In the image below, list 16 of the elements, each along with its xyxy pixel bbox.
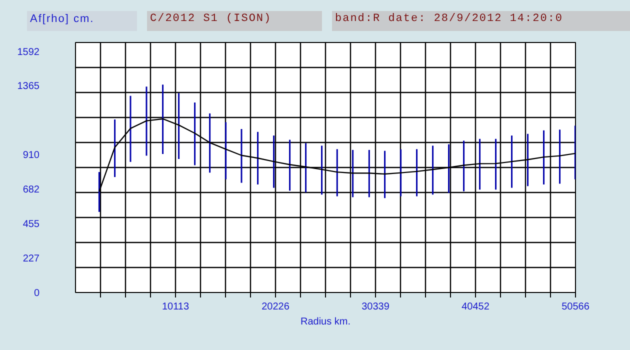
- x-tick-label: 10113: [162, 302, 190, 312]
- y-tick-label: 910: [22, 150, 40, 162]
- y-tick-label: 455: [22, 219, 40, 230]
- y-tick-label: 1365: [17, 81, 40, 92]
- chart-subtitle: band:R date: 28/9/2012 14:20:0: [335, 12, 564, 27]
- x-tick-label: 20226: [262, 302, 290, 312]
- x-tick-label: 40452: [462, 302, 490, 312]
- y-tick-label: 1592: [17, 46, 40, 58]
- y-axis-title: Af[rho] cm.: [30, 12, 94, 27]
- y-tick-label: 682: [22, 184, 40, 196]
- y-tick-label: 0: [34, 288, 40, 299]
- chart-title: C/2012 S1 (ISON): [150, 12, 272, 27]
- x-tick-label: 50566: [562, 302, 590, 312]
- x-axis-title: Radius km.: [300, 316, 351, 328]
- x-tick-label: 30339: [362, 302, 390, 312]
- y-tick-label: 227: [22, 254, 40, 265]
